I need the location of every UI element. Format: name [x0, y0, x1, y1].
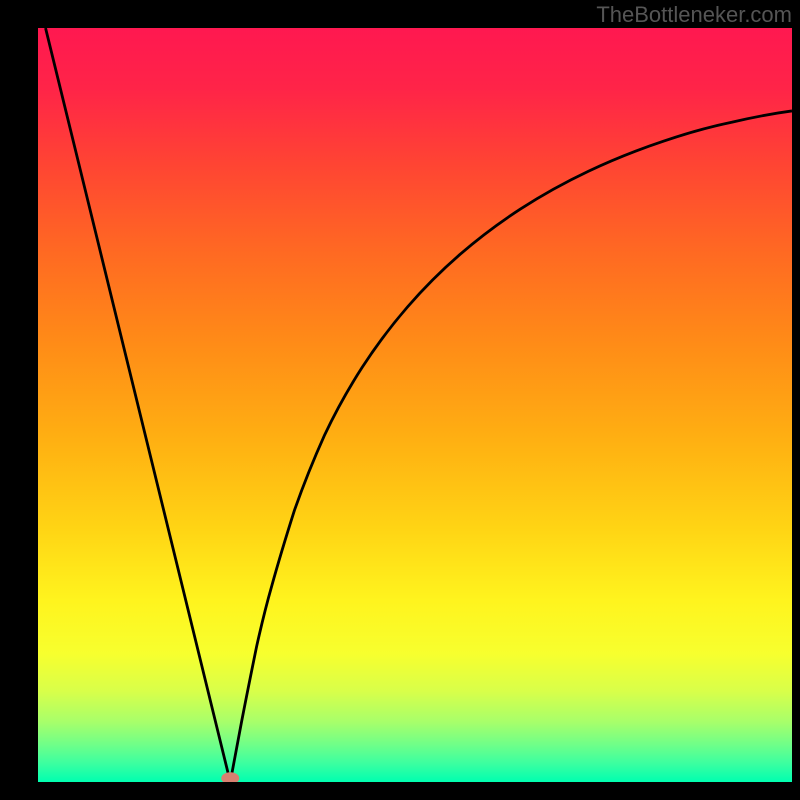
- bottleneck-curve: [46, 28, 792, 782]
- chart-container: [0, 0, 800, 800]
- plot-area: [38, 28, 792, 782]
- minimum-marker: [221, 772, 239, 782]
- curve-overlay: [38, 28, 792, 782]
- attribution-text: TheBottleneker.com: [596, 2, 792, 28]
